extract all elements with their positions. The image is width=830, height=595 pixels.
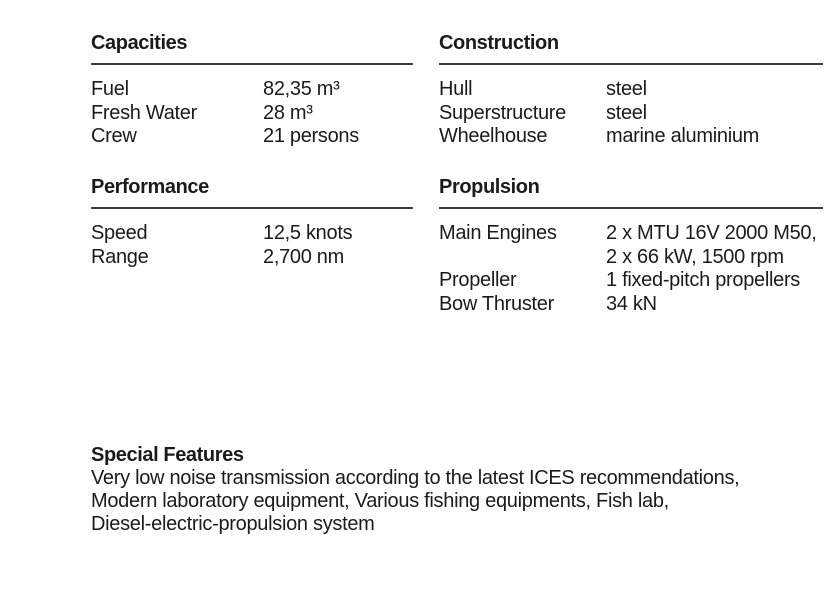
spec-value: steel: [606, 101, 647, 124]
spec-value: 21 persons: [263, 125, 359, 147]
spec-value: 2,700 nm: [263, 245, 344, 268]
spec-label: Superstructure: [439, 101, 566, 124]
spec-label: Fuel: [91, 78, 129, 100]
section-capacities-title: Capacities: [91, 32, 188, 54]
spec-label: Crew: [91, 125, 137, 147]
section-propulsion: Propulsion Main Engines 2 x MTU 16V 2000…: [439, 175, 823, 316]
spec-label: Wheelhouse: [439, 125, 548, 147]
spec-label: Propeller: [439, 269, 517, 291]
spec-value: marine aluminium: [606, 125, 760, 147]
spec-row-superstructure: Superstructure steel: [439, 102, 823, 126]
section-capacities-rows: Fuel 82,35 m³ Fresh Water 28 m³ Crew 21 …: [91, 78, 413, 149]
spec-label: Speed: [91, 222, 148, 244]
spec-label: Range: [91, 245, 149, 268]
spec-label: Hull: [439, 78, 473, 100]
section-performance-rows: Speed 12,5 knots Range 2,700 nm: [91, 222, 413, 269]
section-propulsion-rows: Main Engines 2 x MTU 16V 2000 M50, 2 x 6…: [439, 222, 823, 316]
section-performance-title: Performance: [91, 176, 209, 198]
spec-value: steel: [606, 78, 647, 100]
section-construction: Construction Hull steel Superstructure s…: [439, 31, 823, 149]
spec-label: Fresh Water: [91, 101, 197, 124]
spec-value: 2 x MTU 16V 2000 M50, 2 x 66 kW, 1500 rp…: [606, 222, 817, 268]
section-performance: Performance Speed 12,5 knots Range 2,700…: [91, 175, 413, 269]
section-capacities: Capacities Fuel 82,35 m³ Fresh Water 28 …: [91, 31, 413, 149]
section-special-features: Special Features Very low noise transmis…: [91, 444, 830, 536]
section-propulsion-divider: [439, 207, 823, 209]
section-performance-divider: [91, 207, 413, 209]
special-features-title: Special Features: [91, 444, 244, 466]
spec-row-bow-thruster: Bow Thruster 34 kN: [439, 293, 823, 317]
section-construction-rows: Hull steel Superstructure steel Wheelhou…: [439, 78, 823, 149]
spec-row-fresh-water: Fresh Water 28 m³: [91, 102, 413, 126]
spec-value: 1 fixed-pitch propellers: [606, 269, 801, 291]
spec-value: 12,5 knots: [263, 222, 353, 244]
section-construction-divider: [439, 63, 823, 65]
section-propulsion-title: Propulsion: [439, 176, 540, 198]
spec-row-main-engines: Main Engines 2 x MTU 16V 2000 M50, 2 x 6…: [439, 222, 823, 269]
spec-label: Main Engines: [439, 222, 557, 244]
spec-row-crew: Crew 21 persons: [91, 125, 413, 149]
spec-row-range: Range 2,700 nm: [91, 246, 413, 270]
spec-value: 28 m³: [263, 101, 313, 124]
section-construction-title: Construction: [439, 32, 559, 54]
section-capacities-divider: [91, 63, 413, 65]
spec-row-wheelhouse: Wheelhouse marine aluminium: [439, 125, 823, 149]
spec-value: 34 kN: [606, 292, 657, 315]
special-features-body: Very low noise transmission according to…: [91, 467, 740, 535]
spec-row-fuel: Fuel 82,35 m³: [91, 78, 413, 102]
spec-row-speed: Speed 12,5 knots: [91, 222, 413, 246]
spec-label: Bow Thruster: [439, 292, 554, 315]
spec-row-propeller: Propeller 1 fixed-pitch propellers: [439, 269, 823, 293]
spec-value: 82,35 m³: [263, 78, 340, 100]
spec-row-hull: Hull steel: [439, 78, 823, 102]
